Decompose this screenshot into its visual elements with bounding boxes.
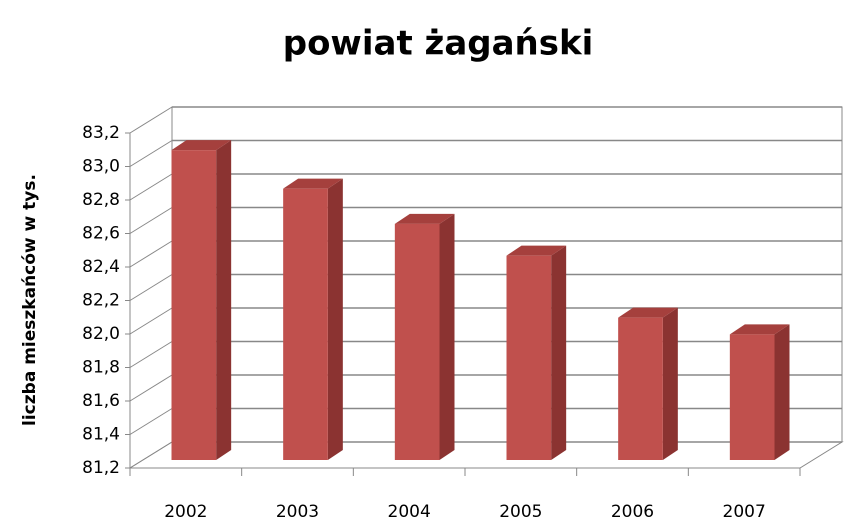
bar-top <box>171 140 232 151</box>
chart-title: powiat żagański <box>283 24 594 64</box>
bar <box>729 334 775 460</box>
grid-line-side <box>129 307 173 335</box>
bar <box>171 150 217 460</box>
x-tick-label: 2003 <box>276 502 319 522</box>
x-tick-label: 2007 <box>723 502 766 522</box>
bar <box>394 223 440 460</box>
bar-top <box>394 213 455 224</box>
x-tick-label: 2006 <box>611 502 654 522</box>
bar-side <box>774 324 790 460</box>
grid-line-side <box>129 374 173 402</box>
y-tick-label: 83,2 <box>82 123 120 143</box>
bar-side <box>662 307 678 460</box>
y-axis-label: liczba mieszkańców w tys. <box>20 174 40 426</box>
y-tick-label: 82,8 <box>82 190 120 210</box>
bar-side <box>216 140 232 460</box>
x-tick-label: 2005 <box>499 502 542 522</box>
y-tick-label: 83,0 <box>82 157 120 177</box>
x-tick-label: 2002 <box>164 502 207 522</box>
grid-line-side <box>129 207 173 234</box>
y-tick-label: 82,2 <box>82 291 120 311</box>
bar-side <box>551 245 567 460</box>
bar-top <box>729 324 790 335</box>
bar-top <box>283 178 343 189</box>
bar <box>283 188 328 460</box>
y-tick-label: 82,4 <box>82 257 120 277</box>
grid-line-side <box>129 240 173 268</box>
grid-line-side <box>129 341 173 368</box>
x-tick-label: 2004 <box>388 502 431 522</box>
bar-top <box>506 245 567 256</box>
bar <box>618 317 663 460</box>
y-tick-label: 81,4 <box>82 425 120 445</box>
y-tick-label: 82,6 <box>82 224 120 244</box>
y-tick-label: 81,2 <box>82 458 120 478</box>
grid-line-side <box>129 106 173 134</box>
grid-line-side <box>129 173 173 201</box>
grid-line-side <box>129 408 173 435</box>
y-tick-label: 82,0 <box>82 324 120 344</box>
bar-side <box>327 178 343 460</box>
grid-line-side <box>129 274 173 301</box>
y-tick-label: 81,6 <box>82 391 120 411</box>
bar-top <box>618 307 678 318</box>
bar <box>506 255 552 460</box>
grid-line-side <box>129 441 173 469</box>
grid-line-side <box>129 140 173 167</box>
bar-side <box>439 213 455 460</box>
y-tick-label: 81,8 <box>82 358 120 378</box>
